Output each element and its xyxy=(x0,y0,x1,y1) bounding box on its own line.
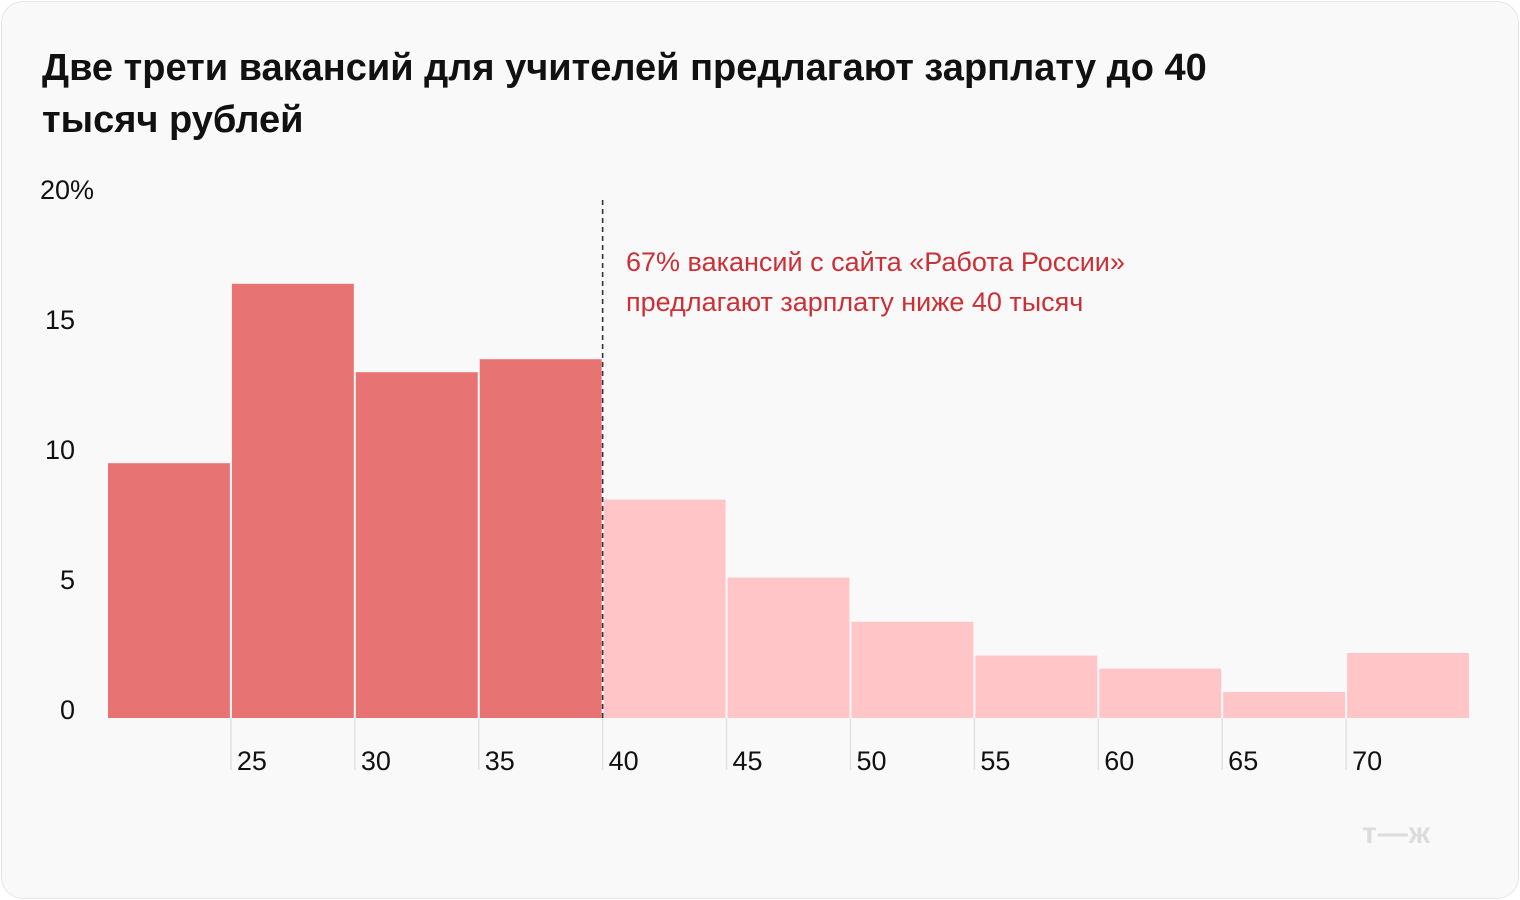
y-tick-label: 20% xyxy=(40,175,94,205)
histogram-bar xyxy=(479,359,602,718)
histogram-bar xyxy=(603,499,726,718)
x-tick-label: 40 xyxy=(609,746,639,776)
x-tick-label: 55 xyxy=(980,746,1010,776)
y-tick-label: 10 xyxy=(45,435,75,465)
x-tick-label: 65 xyxy=(1228,746,1258,776)
x-tick-label: 25 xyxy=(237,746,267,776)
annotation: 67% вакансий с сайта «Работа России» пре… xyxy=(626,242,1125,322)
histogram-bar xyxy=(108,463,230,718)
histogram-bar xyxy=(355,372,478,718)
x-tick-label: 70 xyxy=(1352,746,1382,776)
histogram-bar xyxy=(1223,692,1346,718)
histogram-bar xyxy=(727,577,850,718)
histogram-bar xyxy=(851,621,974,718)
histogram-bar xyxy=(231,283,354,718)
y-tick-label: 5 xyxy=(60,565,75,595)
histogram-bar xyxy=(975,655,1098,718)
x-tick-label: 50 xyxy=(856,746,886,776)
annotation-line-2: предлагают зарплату ниже 40 тысяч xyxy=(626,287,1084,317)
y-tick-label: 0 xyxy=(60,695,75,725)
x-tick-label: 45 xyxy=(733,746,763,776)
logo: т—ж xyxy=(1362,817,1431,850)
histogram-bar xyxy=(1347,653,1469,718)
x-tick-label: 35 xyxy=(485,746,515,776)
histogram-bar xyxy=(1099,668,1222,718)
annotation-line-1: 67% вакансий с сайта «Работа России» xyxy=(626,247,1125,277)
y-tick-label: 15 xyxy=(45,305,75,335)
chart-title: Две трети вакансий для учителей предлага… xyxy=(42,47,1207,141)
x-tick-label: 60 xyxy=(1104,746,1134,776)
x-tick-label: 30 xyxy=(361,746,391,776)
